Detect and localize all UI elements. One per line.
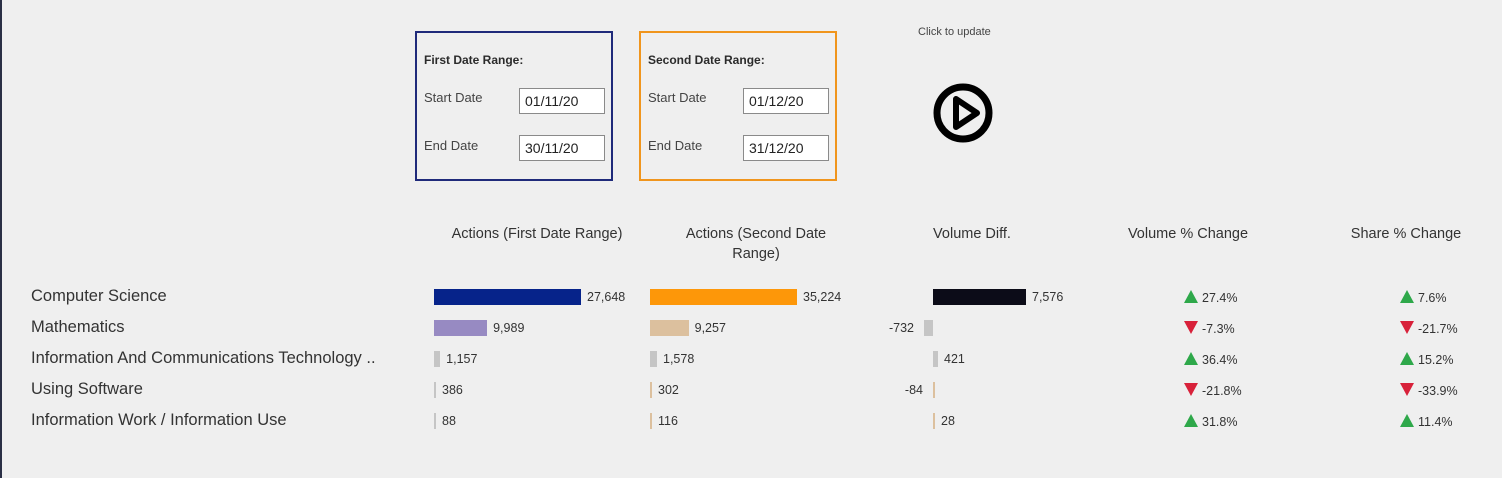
first-range-bar (434, 351, 441, 367)
volume-change: -7.3% (1184, 321, 1235, 336)
row-label: Mathematics (31, 318, 125, 336)
second-end-date-input[interactable] (743, 135, 829, 161)
update-label: Click to update (918, 26, 991, 38)
row-label: Information And Communications Technolog… (31, 349, 376, 367)
second-range-bar (650, 382, 652, 398)
second-range-title: Second Date Range: (648, 53, 765, 67)
second-range-value: 302 (658, 383, 679, 397)
volume-change-value: 31.8% (1202, 415, 1238, 429)
first-end-date-input[interactable] (519, 135, 605, 161)
update-button[interactable] (931, 81, 995, 145)
volume-change: 36.4% (1184, 352, 1237, 367)
first-end-date-label: End Date (424, 138, 479, 153)
second-range-value: 9,257 (694, 321, 726, 335)
first-range-value: 27,648 (587, 290, 626, 304)
second-range-bar (650, 320, 689, 336)
volume-diff-bar (933, 413, 935, 429)
volume-change: -21.8% (1184, 383, 1242, 398)
share-change-value: 15.2% (1418, 353, 1454, 367)
volume-change: 27.4% (1184, 290, 1237, 305)
second-end-date-label: End Date (648, 138, 703, 153)
second-range-value: 35,224 (803, 290, 842, 304)
volume-diff-bar (933, 382, 935, 398)
share-change: 15.2% (1400, 352, 1453, 367)
volume-diff-bar (933, 289, 1026, 305)
second-date-range-panel: Second Date Range: Start Date End Date (639, 31, 837, 181)
column-header-volume-change: Volume % Change (1127, 226, 1249, 242)
second-range-bar (650, 351, 657, 367)
column-header-volume-diff: Volume Diff. (933, 226, 1011, 242)
share-change: 11.4% (1400, 414, 1453, 429)
column-header-first: Actions (First Date Range) (451, 226, 623, 242)
share-change-value: 7.6% (1418, 291, 1447, 305)
first-range-bar (434, 382, 436, 398)
share-change: -21.7% (1400, 321, 1458, 336)
triangle-up-icon (1400, 414, 1414, 427)
play-circle-icon (933, 83, 993, 143)
volume-change: 31.8% (1184, 414, 1237, 429)
first-range-value: 386 (442, 383, 463, 397)
volume-change-value: -21.8% (1202, 384, 1242, 398)
volume-change-value: 36.4% (1202, 353, 1238, 367)
first-range-value: 88 (442, 414, 456, 428)
triangle-down-icon (1400, 383, 1414, 396)
first-start-date-input[interactable] (519, 88, 605, 114)
share-change-value: -21.7% (1418, 322, 1458, 336)
second-start-date-label: Start Date (648, 90, 707, 105)
first-range-value: 9,989 (493, 321, 525, 335)
share-change: -33.9% (1400, 383, 1458, 398)
triangle-up-icon (1184, 290, 1198, 303)
volume-diff-value: -732 (888, 321, 914, 335)
volume-diff-value: 7,576 (1032, 290, 1064, 304)
triangle-down-icon (1184, 383, 1198, 396)
row-label: Computer Science (31, 287, 167, 305)
share-change-value: -33.9% (1418, 384, 1458, 398)
row-label: Information Work / Information Use (31, 411, 287, 429)
first-range-bar (434, 320, 488, 336)
volume-diff-value: 28 (941, 414, 955, 428)
first-date-range-panel: First Date Range: Start Date End Date (415, 31, 613, 181)
volume-diff-value: -84 (904, 383, 923, 397)
volume-change-value: -7.3% (1202, 322, 1235, 336)
triangle-up-icon (1184, 414, 1198, 427)
triangle-down-icon (1400, 321, 1414, 334)
column-header-share-change: Share % Change (1350, 226, 1462, 242)
first-range-title: First Date Range: (424, 53, 524, 67)
triangle-up-icon (1400, 352, 1414, 365)
triangle-down-icon (1184, 321, 1198, 334)
second-range-bar (650, 289, 797, 305)
first-range-bar (434, 289, 581, 305)
triangle-up-icon (1400, 290, 1414, 303)
second-range-bar (650, 413, 652, 429)
share-change: 7.6% (1400, 290, 1447, 305)
first-start-date-label: Start Date (424, 90, 483, 105)
first-range-bar (434, 413, 436, 429)
volume-change-value: 27.4% (1202, 291, 1238, 305)
second-range-value: 116 (658, 414, 678, 428)
volume-diff-value: 421 (944, 352, 965, 366)
column-header-second: Actions (Second Date Range) (685, 226, 827, 262)
first-range-value: 1,157 (446, 352, 478, 366)
triangle-up-icon (1184, 352, 1198, 365)
share-change-value: 11.4% (1418, 415, 1453, 429)
volume-diff-bar (924, 320, 933, 336)
volume-diff-bar (933, 351, 938, 367)
second-start-date-input[interactable] (743, 88, 829, 114)
row-label: Using Software (31, 380, 143, 398)
second-range-value: 1,578 (663, 352, 695, 366)
